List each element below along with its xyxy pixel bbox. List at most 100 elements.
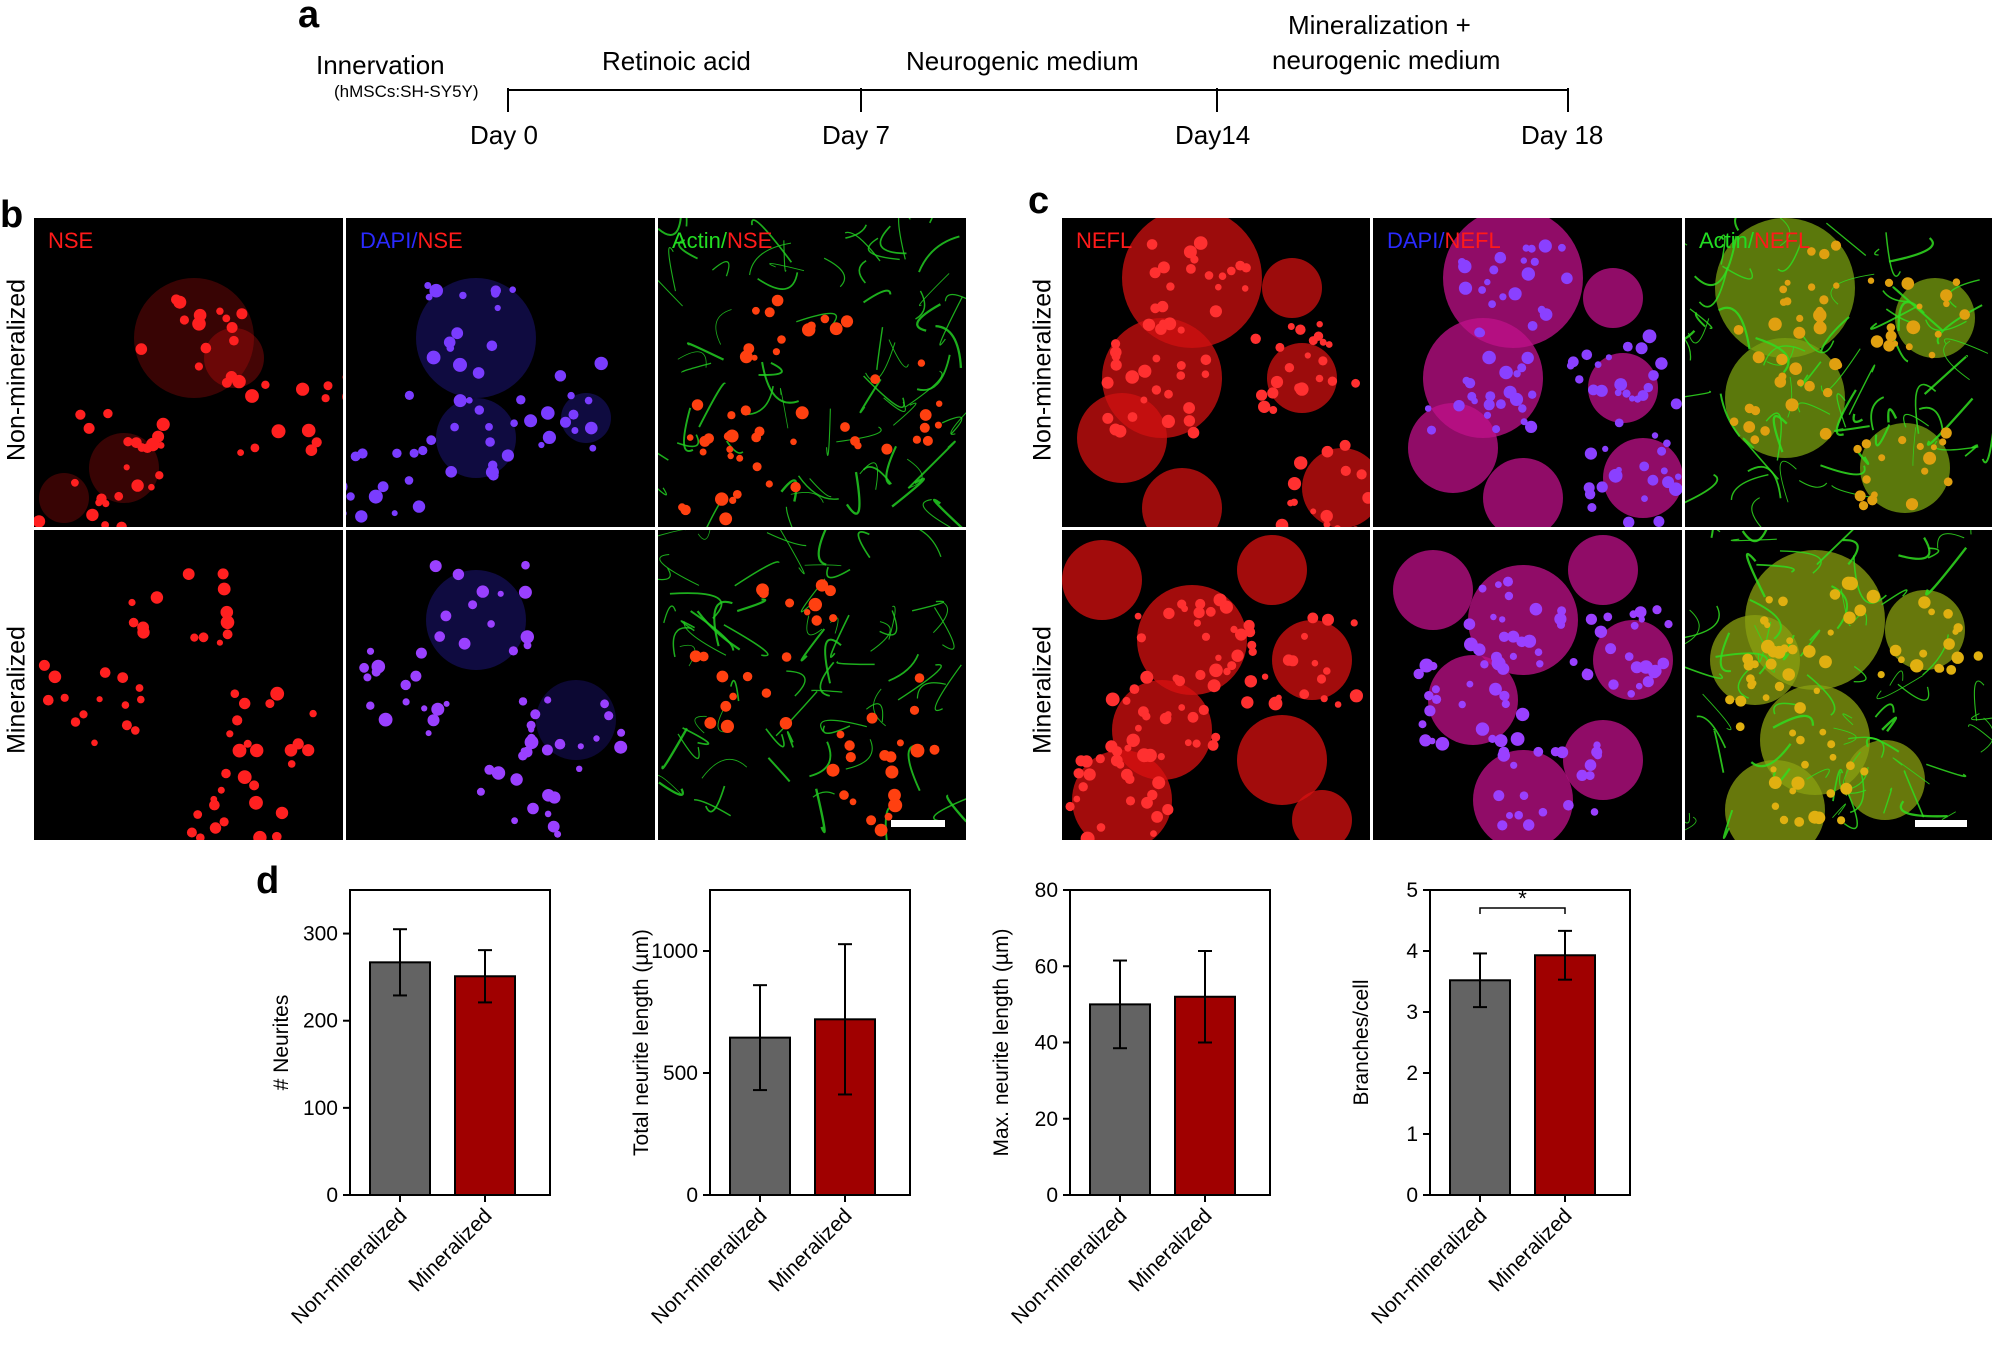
cell-nucleus <box>1351 619 1358 626</box>
cell-nucleus <box>1782 668 1795 681</box>
cell-nucleus <box>1499 293 1506 300</box>
cell-nucleus <box>1505 592 1513 600</box>
cell-nucleus <box>229 336 239 346</box>
cell-nucleus <box>576 766 582 772</box>
actin-fiber <box>1875 249 1879 255</box>
actin-fiber <box>945 294 966 301</box>
cell-nucleus <box>1340 440 1351 451</box>
cell-nucleus <box>1285 363 1294 372</box>
cell-nucleus <box>403 698 410 705</box>
cell-nucleus <box>1736 722 1745 731</box>
cell-nucleus <box>1830 754 1837 761</box>
micrograph-b-actin-nse-nonmin-image <box>658 218 966 527</box>
cell-nucleus <box>1317 674 1326 683</box>
cell-nucleus <box>136 343 148 355</box>
cell-nucleus <box>1235 261 1245 271</box>
actin-fiber <box>714 602 732 646</box>
cell-nucleus <box>1539 808 1548 817</box>
cell-nucleus <box>1931 444 1937 450</box>
cell-nucleus <box>1819 295 1828 304</box>
timeline-axis <box>0 0 1992 130</box>
actin-fiber <box>669 248 676 292</box>
cell-cluster <box>1137 585 1247 695</box>
cell-nucleus <box>766 480 773 487</box>
cell-nucleus <box>359 663 369 673</box>
cell-nucleus <box>1114 425 1127 438</box>
cell-nucleus <box>1066 802 1075 811</box>
cell-nucleus <box>1902 277 1915 290</box>
cell-nucleus <box>897 739 904 746</box>
cell-nucleus <box>1808 283 1815 290</box>
y-tick-label: 1 <box>1406 1123 1418 1146</box>
cell-nucleus <box>585 422 598 435</box>
significance-marker: * <box>1518 886 1527 911</box>
cell-nucleus <box>1853 445 1861 453</box>
actin-fiber <box>859 261 866 283</box>
cell-nucleus <box>756 583 769 596</box>
cell-nucleus <box>521 561 530 570</box>
cell-nucleus <box>1648 475 1659 486</box>
cell-nucleus <box>84 423 95 434</box>
actin-fiber <box>688 343 724 359</box>
cell-nucleus <box>1510 653 1517 660</box>
cell-nucleus <box>137 626 149 638</box>
cell-cluster <box>1077 393 1167 483</box>
actin-fiber <box>1882 718 1896 732</box>
cell-nucleus <box>1538 306 1546 314</box>
actin-fiber <box>889 340 908 368</box>
cell-nucleus <box>936 401 942 407</box>
cell-nucleus <box>157 418 170 431</box>
cell-nucleus <box>844 740 854 750</box>
actin-fiber <box>827 409 831 456</box>
cell-nucleus <box>288 760 296 768</box>
cell-nucleus <box>1288 477 1301 490</box>
cell-nucleus <box>1829 358 1841 370</box>
day-18-label: Day 18 <box>1521 118 1603 152</box>
cell-nucleus <box>270 687 284 701</box>
cell-nucleus <box>704 717 716 729</box>
cell-nucleus <box>1479 585 1487 593</box>
cell-nucleus <box>1868 278 1874 284</box>
cell-nucleus <box>1489 265 1498 274</box>
actin-fiber <box>824 258 844 287</box>
actin-fiber <box>940 297 962 345</box>
cell-nucleus <box>1499 691 1509 701</box>
stain-actin: Actin <box>672 228 721 253</box>
cell-nucleus <box>221 769 231 779</box>
cell-nucleus <box>1608 679 1618 689</box>
cell-nucleus <box>1653 516 1664 527</box>
cell-nucleus <box>410 671 421 682</box>
cell-nucleus <box>1160 713 1172 725</box>
cell-nucleus <box>519 697 527 705</box>
cell-nucleus <box>1652 432 1658 438</box>
cell-nucleus <box>1789 730 1796 737</box>
cell-nucleus <box>753 462 762 471</box>
cell-nucleus <box>923 436 933 446</box>
cell-nucleus <box>538 442 544 448</box>
cell-nucleus <box>1166 282 1174 290</box>
cell-nucleus <box>1138 365 1151 378</box>
cell-nucleus <box>1661 467 1668 474</box>
cell-nucleus <box>1458 260 1471 273</box>
cell-nucleus <box>915 673 925 683</box>
cell-nucleus <box>1111 360 1122 371</box>
x-tick-label: Non-mineralized <box>647 1204 771 1328</box>
cell-nucleus <box>1786 637 1793 644</box>
cell-nucleus <box>405 391 414 400</box>
cell-nucleus <box>116 522 126 527</box>
actin-fiber <box>1799 480 1827 487</box>
cell-nucleus <box>1530 603 1543 616</box>
cell-nucleus <box>920 409 932 421</box>
cell-nucleus <box>1307 613 1318 624</box>
cell-nucleus <box>453 358 467 372</box>
cell-nucleus <box>1535 648 1543 656</box>
cell-nucleus <box>450 423 459 432</box>
cell-nucleus <box>485 437 495 447</box>
cell-nucleus <box>1760 426 1770 436</box>
cell-nucleus <box>1271 376 1283 388</box>
cell-nucleus <box>1317 321 1323 327</box>
cell-nucleus <box>1826 789 1835 798</box>
cell-nucleus <box>548 821 560 833</box>
cell-nucleus <box>541 406 555 420</box>
micrograph-c-dapi-nefl-nonmin: DAPI/NEFL <box>1373 218 1682 527</box>
